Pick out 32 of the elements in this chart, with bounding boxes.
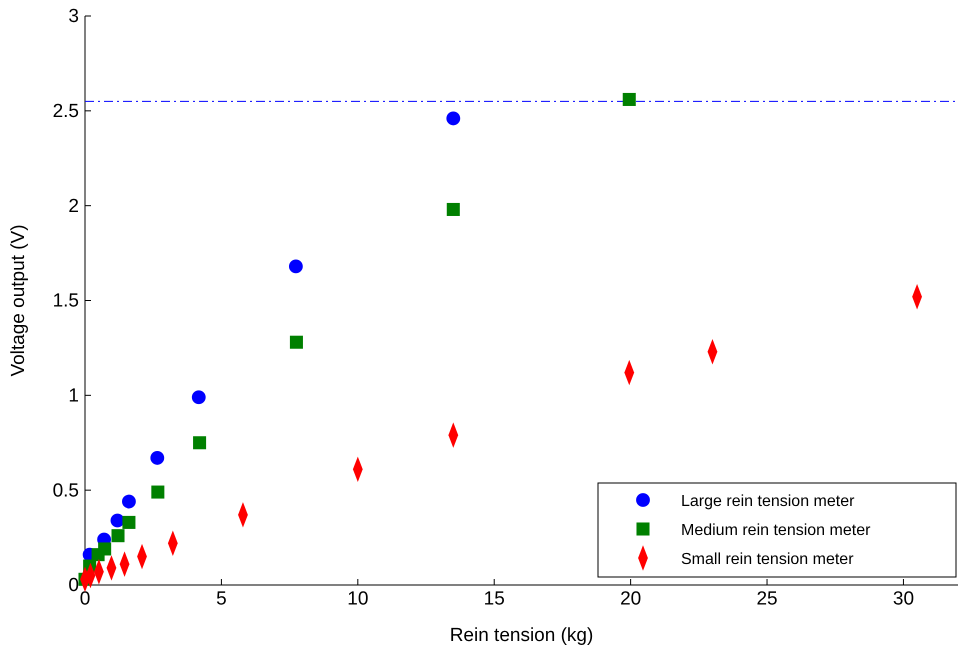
- y-axis-title: Voltage output (V): [8, 224, 29, 377]
- point: [288, 259, 303, 274]
- x-tick-label: 30: [892, 588, 914, 610]
- point: [150, 451, 164, 465]
- y-tick-label: 2.5: [52, 100, 79, 122]
- point: [122, 494, 136, 508]
- point: [193, 436, 206, 450]
- point: [110, 514, 124, 528]
- point: [98, 542, 112, 556]
- legend-label: Medium rein tension meter: [681, 522, 872, 539]
- x-tick-label: 15: [484, 588, 505, 610]
- legend-label: Large rein tension meter: [681, 493, 856, 510]
- point: [111, 529, 125, 542]
- x-tick-label: 10: [347, 588, 368, 610]
- point: [622, 92, 636, 106]
- y-tick-label: 1: [68, 385, 79, 406]
- x-axis-title: Rein tension (kg): [450, 625, 594, 646]
- point: [290, 336, 303, 349]
- point: [151, 486, 164, 499]
- point: [446, 112, 460, 126]
- point: [192, 390, 206, 404]
- x-tick-label: 5: [216, 588, 227, 610]
- y-tick-label: 0.5: [52, 480, 79, 502]
- x-tick-label: 20: [620, 588, 642, 610]
- y-tick-label: 0: [68, 575, 79, 596]
- y-tick-label: 3: [68, 6, 79, 28]
- y-tick-label: 2: [68, 196, 79, 217]
- y-tick-label: 1.5: [52, 290, 79, 312]
- x-tick-label: 25: [756, 588, 778, 610]
- point: [446, 202, 460, 216]
- point: [122, 516, 136, 529]
- legend-label: Small rein tension meter: [681, 551, 854, 568]
